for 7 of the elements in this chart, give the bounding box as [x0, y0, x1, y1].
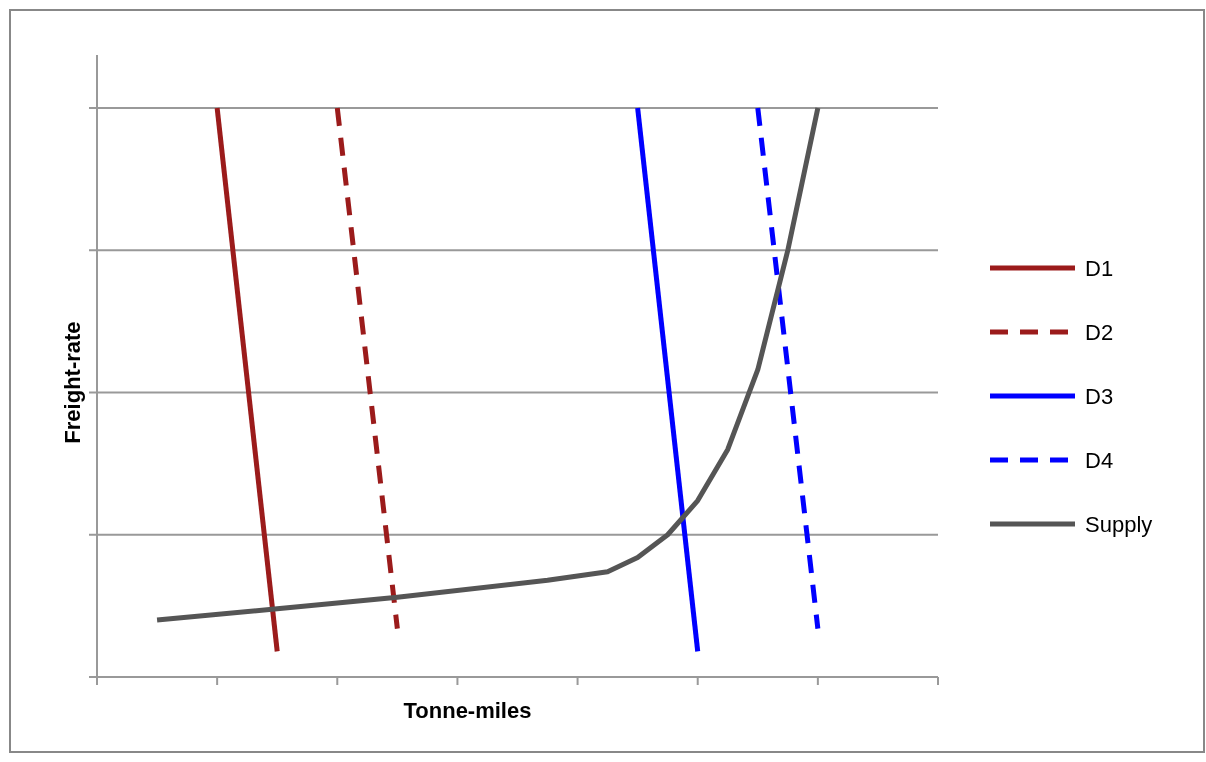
x-axis-title: Tonne-miles: [403, 698, 532, 723]
legend-label: D2: [1085, 320, 1114, 345]
legend-label: D1: [1085, 256, 1114, 281]
y-axis-title: Freight-rate: [60, 321, 85, 444]
legend-label: D4: [1085, 448, 1114, 473]
legend-label: Supply: [1085, 512, 1153, 537]
legend-label: D3: [1085, 384, 1114, 409]
